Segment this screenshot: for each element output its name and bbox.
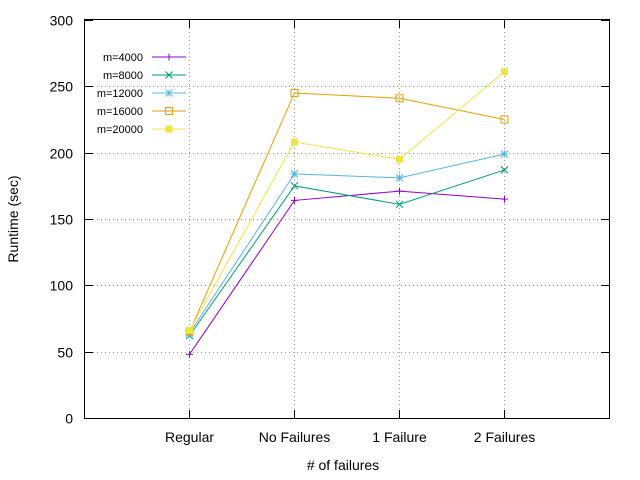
axes: 0 50 100 150 200 250 300 Regular No Failures 1 Fa…	[50, 13, 609, 445]
y-tick-label: 50	[57, 345, 73, 361]
data-point	[500, 115, 509, 124]
data-point	[290, 170, 299, 178]
data-point	[395, 94, 404, 103]
legend-label: m=8000	[103, 70, 143, 82]
data-point	[165, 107, 173, 115]
series-line	[189, 169, 505, 337]
series-m-12000	[185, 150, 509, 337]
x-tick-label: No Failures	[259, 429, 331, 445]
series-line	[189, 71, 505, 331]
data-point	[186, 326, 193, 334]
grid-lines	[85, 20, 609, 418]
data-point	[396, 155, 403, 163]
data-point	[165, 89, 173, 97]
series-line	[189, 190, 505, 355]
data-point	[500, 166, 509, 174]
data-point	[165, 71, 173, 79]
data-point	[395, 200, 404, 209]
x-tick-label: 2 Failures	[474, 429, 535, 445]
legend-label: m=12000	[97, 88, 143, 100]
data-point	[290, 88, 299, 97]
x-tick-label: Regular	[165, 429, 214, 445]
series-line	[189, 153, 505, 334]
series-m-8000	[185, 166, 509, 340]
data-point	[165, 53, 173, 61]
series-line	[189, 92, 505, 332]
data-point	[291, 138, 298, 146]
y-tick-label: 200	[50, 146, 74, 162]
y-tick-label: 0	[65, 411, 73, 427]
legend-label: m=20000	[97, 124, 143, 136]
y-tick-label: 150	[50, 212, 74, 228]
series-m-20000	[186, 68, 508, 334]
data-point	[501, 195, 508, 203]
data-point	[396, 187, 403, 195]
series-m-16000	[185, 88, 509, 336]
data-series	[185, 68, 509, 358]
data-point	[395, 174, 404, 182]
data-point	[501, 68, 508, 76]
legend: m=4000 m=8000 m=12000 m=16000 m=20000	[97, 52, 186, 136]
legend-label: m=4000	[103, 52, 143, 64]
data-point	[290, 181, 299, 190]
y-tick-label: 250	[50, 79, 74, 95]
series-m-4000	[186, 187, 508, 358]
legend-label: m=16000	[97, 106, 143, 118]
y-tick-label: 300	[50, 13, 74, 29]
data-point	[291, 196, 298, 204]
x-axis-title: # of failures	[307, 457, 379, 473]
plot-frame	[84, 19, 610, 419]
x-tick-label: 1 Failure	[372, 429, 427, 445]
data-point	[165, 125, 173, 133]
y-axis-title: Runtime (sec)	[5, 175, 21, 262]
data-point	[500, 150, 509, 158]
data-point	[186, 350, 193, 358]
y-tick-label: 100	[50, 278, 74, 294]
